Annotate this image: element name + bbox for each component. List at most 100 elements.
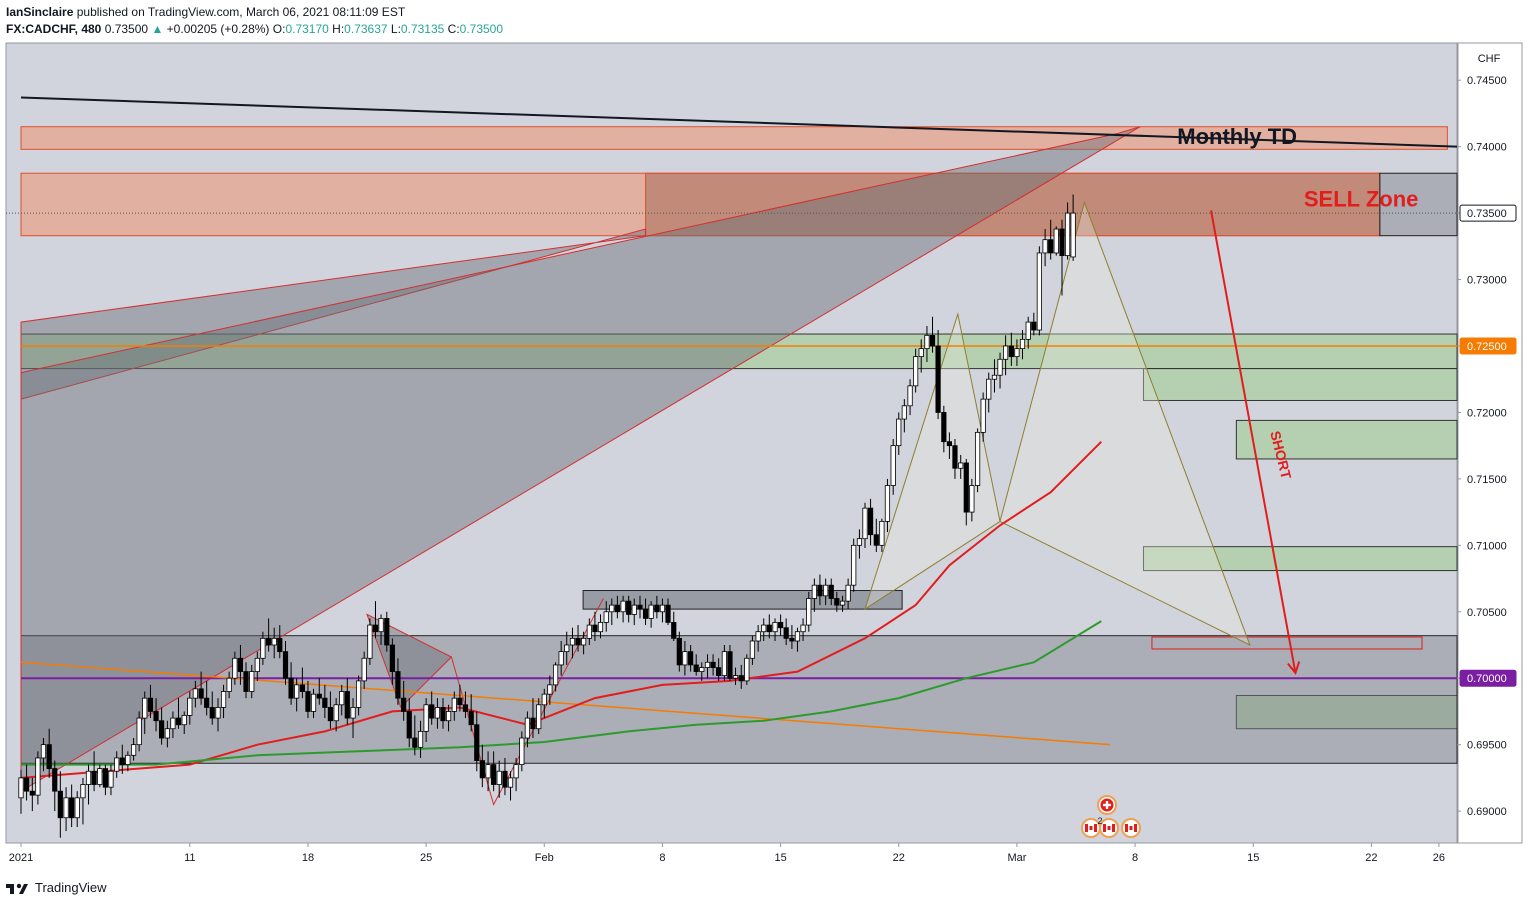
ohlc-legend: FX:CADCHF, 480 0.73500 ▲ +0.00205 (+0.28… — [6, 22, 503, 36]
candle-body-107 — [620, 600, 626, 613]
zone-demand-5 — [1143, 368, 1458, 401]
zone-demand-6 — [1235, 419, 1458, 460]
candle-body-142 — [817, 584, 823, 597]
time-axis[interactable] — [6, 844, 1457, 868]
candle-body-112 — [648, 604, 654, 619]
candle-body-85 — [496, 770, 502, 785]
candle-body-57 — [339, 691, 345, 706]
candle-body-131 — [755, 631, 761, 642]
candle-body-72 — [423, 704, 429, 732]
candle-body-21 — [136, 717, 142, 746]
candle-body-97 — [564, 644, 570, 653]
candle-body-183 — [1048, 239, 1054, 254]
y-tick-label-7: 0.71000 — [1467, 540, 1507, 552]
candle-body-162 — [929, 334, 936, 347]
candle-body-62 — [367, 624, 373, 659]
y-tick-label-11: 0.69000 — [1467, 806, 1507, 818]
candle-body-64 — [378, 618, 384, 633]
candle-body-15 — [102, 768, 108, 788]
tradingview-footer[interactable]: TradingView — [6, 880, 107, 895]
candle-body-52 — [310, 693, 317, 712]
candle-body-136 — [783, 627, 789, 639]
published-text: published on TradingView.com, March 06, … — [76, 5, 406, 19]
price-label-bg-1 — [1459, 337, 1517, 355]
cad-flag-left-1 — [1085, 824, 1088, 832]
price-label-bg-2 — [1459, 669, 1517, 687]
cad-flag-icon-3 — [1129, 826, 1133, 830]
candle-body-25 — [159, 720, 165, 739]
candle-body-138 — [794, 631, 801, 642]
y-tick-label-6: 0.71500 — [1467, 474, 1507, 486]
candle-body-101 — [586, 624, 592, 639]
candle-body-169 — [969, 485, 975, 513]
x-tick-label-8: Mar — [1007, 852, 1026, 864]
candle-body-117 — [676, 637, 682, 666]
candle-body-18 — [119, 757, 125, 765]
low-value: 0.73135 — [400, 22, 445, 36]
symbol-label: FX:CADCHF, 480 — [6, 22, 102, 36]
candle-body-105 — [609, 604, 615, 613]
price-label-2: 0.70000 — [1467, 673, 1507, 685]
candle-body-134 — [772, 622, 778, 633]
candle-body-126 — [727, 651, 733, 679]
candle-body-73 — [429, 704, 435, 719]
chf-cross-h — [1103, 803, 1111, 807]
candle-body-2 — [29, 790, 35, 796]
candle-body-38 — [232, 657, 238, 679]
candle-body-32 — [198, 688, 204, 699]
candle-body-154 — [884, 485, 891, 522]
candle-body-79 — [462, 704, 469, 712]
candle-body-31 — [192, 688, 198, 699]
candle-body-51 — [305, 691, 311, 712]
candle-body-14 — [97, 768, 103, 785]
currency-badges[interactable]: 2 — [1081, 795, 1141, 838]
candle-body-83 — [485, 764, 491, 779]
candle-body-42 — [254, 657, 260, 672]
candle-body-165 — [946, 441, 953, 447]
candle-body-128 — [738, 675, 744, 682]
candle-body-163 — [935, 345, 941, 413]
candle-body-45 — [271, 637, 277, 646]
candle-body-122 — [704, 661, 711, 668]
candle-body-127 — [732, 675, 739, 679]
ema-red — [20, 440, 1103, 779]
candle-body-10 — [74, 797, 80, 819]
candle-body-143 — [823, 584, 829, 597]
candle-body-180 — [1031, 321, 1037, 331]
candle-body-76 — [445, 711, 452, 722]
low-label: L: — [390, 22, 401, 36]
candle-body-141 — [811, 584, 817, 599]
candle-body-65 — [384, 618, 390, 646]
author-name[interactable]: IanSinclaire — [6, 5, 74, 19]
zone-sell-dark-2 — [645, 172, 1381, 237]
candle-body-155 — [890, 445, 896, 486]
candle-body-6 — [52, 768, 58, 792]
candle-body-181 — [1036, 252, 1042, 331]
last-price: 0.73500 — [104, 22, 149, 36]
candle-body-120 — [693, 664, 699, 672]
cad-flag-right-1 — [1094, 824, 1097, 832]
candle-body-106 — [614, 604, 620, 613]
cad-flag-right-3 — [1134, 824, 1137, 832]
cad-flag-right-2 — [1112, 824, 1115, 832]
zones-layer — [20, 126, 1458, 764]
candle-body-171 — [980, 398, 986, 433]
candle-body-144 — [828, 584, 834, 599]
candle-body-99 — [575, 637, 581, 646]
price-axis[interactable] — [1457, 42, 1523, 844]
x-tick-label-4: Feb — [535, 852, 554, 864]
candle-body-130 — [749, 640, 756, 659]
candle-body-71 — [417, 730, 424, 748]
y-tick-label-0: 0.74500 — [1467, 75, 1507, 87]
candle-body-16 — [108, 770, 114, 788]
candle-body-59 — [350, 707, 356, 719]
cad-flag-left-3 — [1125, 824, 1128, 832]
candle-body-63 — [372, 624, 379, 633]
short-arrow-line — [1210, 210, 1297, 674]
candle-body-147 — [845, 584, 851, 602]
moving-averages-layer — [20, 440, 1103, 779]
candle-body-78 — [457, 697, 463, 706]
candle-body-28 — [175, 717, 182, 726]
publish-info: IanSinclaire published on TradingView.co… — [6, 5, 405, 19]
